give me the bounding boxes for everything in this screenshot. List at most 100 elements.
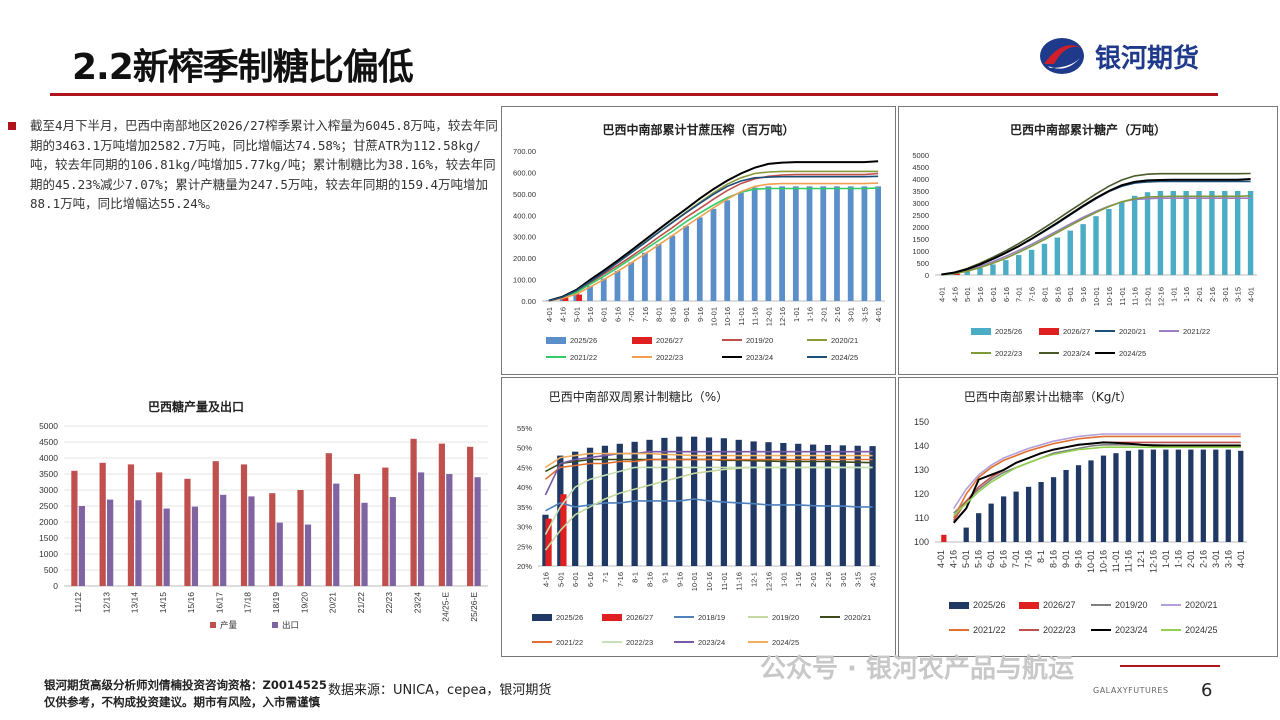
x-tick-label: 10-01 [690,572,699,591]
legend-swatch [949,602,969,609]
x-tick-label: 6-01 [600,307,609,322]
x-tick-label: 9-01 [1066,287,1075,302]
x-tick-label: 4-16 [559,307,568,322]
bar [467,446,474,586]
x-tick-label: 2-01 [1186,550,1196,568]
legend-label: 2020/21 [831,336,858,345]
bar [212,461,219,586]
bar [990,264,996,275]
series-line [952,435,1241,519]
x-tick-label: 8-16 [668,307,677,322]
x-tick-label: 3-01 [1221,287,1230,302]
y-tick-label: 50% [517,444,532,453]
bar [276,522,283,586]
bar [1213,449,1219,542]
series-line [544,458,873,480]
x-tick-label: 3-15 [860,307,869,322]
y-tick-label: 100.00 [513,276,536,285]
bar [325,453,332,586]
bar [861,186,868,301]
legend-label: 2020/21 [1185,600,1218,610]
bar [1183,191,1189,275]
bar [600,278,607,301]
bar [954,273,960,275]
chart-mix: 20% 25% 30% 35% 40% 45% 50% 55% 4-16 5-01 6-01 6-16… [517,424,880,647]
series-line [548,172,879,302]
legend-label: 2026/27 [1063,327,1090,336]
bar [964,271,970,275]
bar [587,286,593,301]
legend-swatch [632,337,652,344]
x-tick-label: 5-01 [963,287,972,302]
bar [361,502,368,586]
bar [410,438,417,586]
x-tick-label: 11-16 [1123,550,1133,572]
title-rule [50,93,1218,96]
series-line [952,441,1241,524]
series-line [941,178,1251,276]
y-tick-label: 1000 [39,549,58,559]
y-tick-label: 1000 [912,247,929,256]
x-tick-label: 2-01 [1195,287,1204,302]
x-tick-label: 4-01 [1247,287,1256,302]
bar [389,497,396,586]
bar [156,472,163,586]
x-tick-label: 16/17 [214,592,224,614]
x-tick-label: 4-01 [937,287,946,302]
x-tick-label: 8-16 [1053,287,1062,302]
legend-label: 2025/26 [570,336,597,345]
legend-label: 2021/22 [570,353,597,362]
chart-sugar: 0 500 1000 1500 2000 2500 3000 3500 4000 4500 5000… [912,151,1257,358]
x-tick-label: 11-01 [720,572,729,591]
series-line [545,498,873,512]
page-number: 6 [1201,680,1213,701]
series-line [953,441,1241,521]
legend-swatch [532,614,552,621]
bar [1157,191,1164,275]
disclaimer: 仅供参考，不构成投资建议。期市有风险，入市需谨慎 [44,695,320,709]
bar [99,462,106,586]
bar [1188,449,1194,542]
x-tick-label: 4-01 [1236,550,1246,568]
bar [806,186,813,301]
bar [333,483,340,586]
bar [765,186,772,301]
bar [1063,470,1069,542]
series-line [544,452,873,469]
bar [127,464,135,586]
bar [1119,201,1125,275]
bar [1054,237,1061,275]
legend-label: 产量 [220,620,238,630]
bar [1144,192,1151,275]
x-tick-label: 2-16 [833,307,842,322]
x-tick-label: 4-01 [545,307,554,322]
bar [977,268,983,275]
galaxy-logo-icon [1040,38,1084,74]
bar [163,508,170,586]
y-tick-label: 3500 [912,187,929,196]
bar [1247,191,1254,275]
y-tick-label: 2000 [912,223,929,232]
x-tick-label: 8-16 [1049,550,1059,568]
bar [661,437,668,566]
bar [1225,449,1231,542]
bar [576,294,583,301]
series-line [548,175,879,302]
x-tick-label: 10-16 [1098,550,1108,573]
bar [562,297,569,301]
bar [1080,224,1086,275]
x-tick-label: 7-01 [627,307,636,322]
x-tick-label: 7-01 [1011,550,1021,568]
legend-label: 2021/22 [556,638,583,647]
x-tick-label: 2-16 [824,572,833,587]
legend-label: 出口 [282,620,299,630]
x-tick-label: 20/21 [328,592,338,614]
bar [545,518,552,566]
bar [669,235,676,301]
y-tick-label: 0 [53,581,58,591]
bar [135,500,142,586]
bar [834,186,840,301]
legend-label: 2022/23 [626,638,653,647]
legend-label: 2026/27 [656,336,683,345]
x-tick-label: 23/24 [412,592,422,614]
